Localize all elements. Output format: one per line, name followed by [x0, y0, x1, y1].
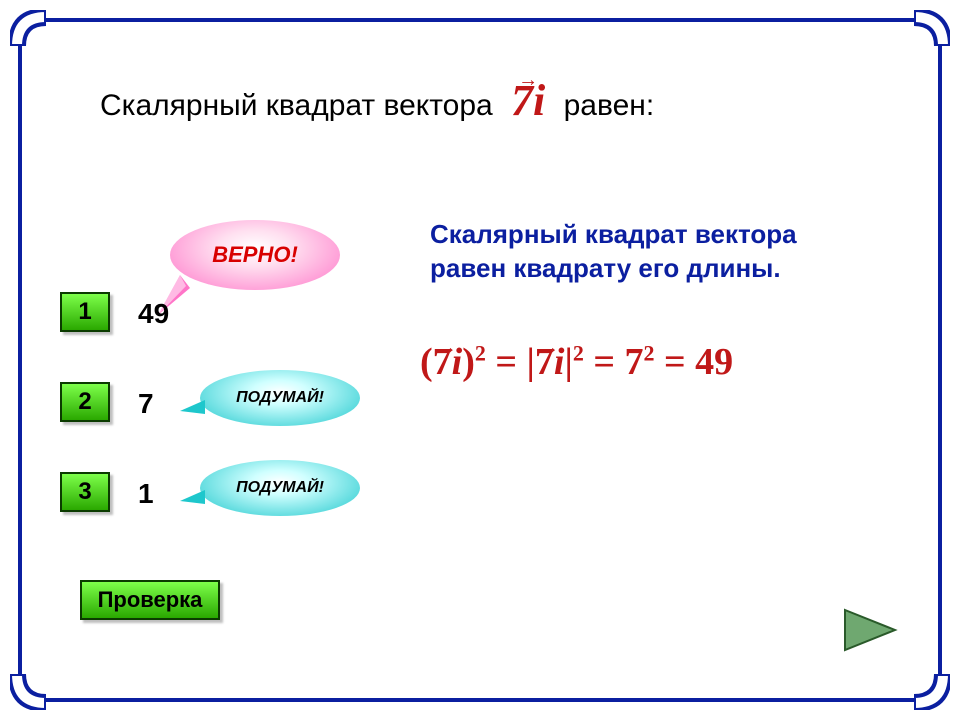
question-text: Скалярный квадрат вектора → 7i равен: [100, 75, 654, 126]
corner-bl [10, 674, 46, 710]
explanation-text: Скалярный квадрат вектора равен квадрату… [430, 218, 797, 286]
feedback-correct-text: ВЕРНО! [212, 242, 298, 268]
corner-tr [914, 10, 950, 46]
feedback-think-tail-1 [175, 396, 215, 426]
next-arrow[interactable] [840, 605, 900, 660]
option-button-3[interactable]: 3 [60, 472, 110, 512]
corner-tl [10, 10, 46, 46]
option-button-1[interactable]: 1 [60, 292, 110, 332]
check-button[interactable]: Проверка [80, 580, 220, 620]
explanation-line2: равен квадрату его длины. [430, 252, 797, 286]
corner-br [914, 674, 950, 710]
question-suffix: равен: [564, 89, 655, 122]
option-label-1: 49 [138, 298, 169, 330]
feedback-think-bubble-1: ПОДУМАЙ! [200, 370, 360, 426]
feedback-think-bubble-2: ПОДУМАЙ! [200, 460, 360, 516]
question-prefix: Скалярный квадрат вектора [100, 89, 493, 122]
formula: (→7i)2 = |→7i|2 = 72 = 49 [420, 340, 733, 384]
explanation-line1: Скалярный квадрат вектора [430, 218, 797, 252]
feedback-think-tail-2 [175, 486, 215, 516]
play-icon [840, 605, 900, 655]
feedback-think-text-2: ПОДУМАЙ! [236, 479, 324, 497]
option-label-3: 1 [138, 478, 154, 510]
option-button-2[interactable]: 2 [60, 382, 110, 422]
check-button-label: Проверка [98, 587, 203, 612]
option-label-2: 7 [138, 388, 154, 420]
feedback-think-text-1: ПОДУМАЙ! [236, 389, 324, 407]
